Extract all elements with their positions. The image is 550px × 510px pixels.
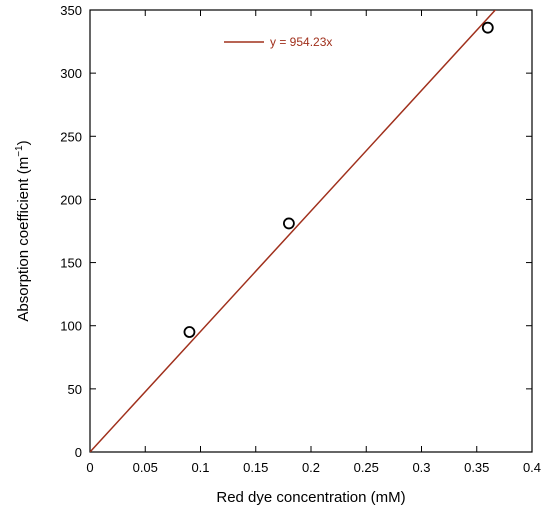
plot-area — [89, 9, 533, 453]
y-tick-label: 150 — [60, 256, 82, 271]
x-tick-label: 0.25 — [354, 460, 379, 475]
y-axis-title: Absorption coefficient (m−1) — [14, 140, 32, 321]
x-tick-label: 0.4 — [523, 460, 541, 475]
y-tick-label: 0 — [75, 445, 82, 460]
x-tick-label: 0.1 — [191, 460, 209, 475]
legend: y = 954.23x — [224, 35, 332, 49]
data-point — [183, 326, 196, 338]
y-axis: 0 50 100 150 200 250 300 350 — [60, 3, 532, 460]
x-tick-label: 0.35 — [464, 460, 489, 475]
plot-frame — [89, 9, 533, 453]
y-tick-label: 200 — [60, 192, 82, 207]
x-tick-label: 0.2 — [302, 460, 320, 475]
x-tick-label: 0.15 — [243, 460, 268, 475]
y-tick-label: 300 — [60, 66, 82, 81]
x-axis-title: Red dye concentration (mM) — [216, 489, 405, 506]
y-axis-title-close: ) — [15, 140, 32, 145]
x-tick-label: 0 — [86, 460, 93, 475]
data-point — [481, 21, 494, 34]
y-tick-label: 50 — [68, 382, 82, 397]
legend-label: y = 954.23x — [270, 35, 332, 49]
y-axis-title-superscript: −1 — [14, 145, 25, 157]
series-layer — [90, 10, 497, 452]
y-tick-label: 100 — [60, 319, 82, 334]
data-point — [282, 217, 295, 230]
x-tick-label: 0.05 — [133, 460, 158, 475]
y-axis-title-main: Absorption coefficient (m — [15, 157, 32, 322]
y-tick-label: 350 — [60, 3, 82, 18]
y-tick-label: 250 — [60, 129, 82, 144]
x-tick-label: 0.3 — [412, 460, 430, 475]
fit-line — [90, 10, 497, 452]
x-axis: 0 0.05 0.1 0.15 0.2 0.25 0.3 0.35 0.4 — [86, 10, 541, 475]
